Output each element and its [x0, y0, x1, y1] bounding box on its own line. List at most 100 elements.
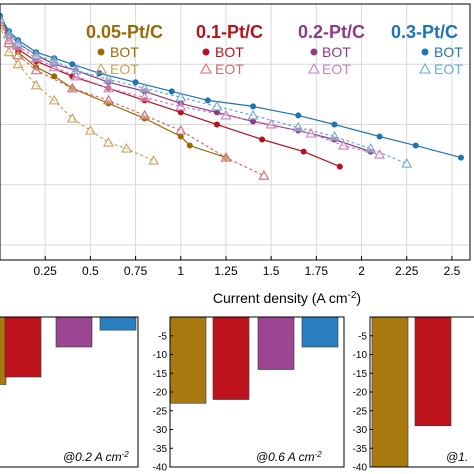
x-tick-label: 2.5 [444, 264, 461, 278]
legend-bot-marker [97, 48, 105, 56]
legend-eot-label: EOT [110, 61, 139, 77]
bar [414, 316, 452, 427]
data-point-eot [70, 70, 82, 81]
data-point-bot [213, 121, 220, 128]
data-point-eot [148, 154, 160, 165]
data-point-eot [84, 124, 96, 135]
legend-entry-0.1-pt-c: 0.1-Pt/C BOT EOT [196, 22, 263, 77]
data-point-eot [247, 109, 259, 120]
data-point-bot [331, 121, 338, 128]
legend-entry-0.05-pt-c: 0.05-Pt/C BOT EOT [86, 22, 163, 77]
data-point-eot [12, 58, 24, 69]
bar-marks [0, 316, 137, 385]
y-tick-label: -10 [153, 350, 168, 361]
data-point-eot [12, 49, 24, 60]
bar [301, 316, 339, 348]
legend-bot-marker [310, 48, 318, 56]
data-point-bot [204, 97, 211, 104]
data-point-bot [259, 136, 266, 143]
data-point-eot [48, 55, 60, 66]
y-axis-ticks: -5 -10 -15 -20 -25 -30 -35 -40 [153, 331, 173, 474]
data-point-eot [30, 64, 42, 75]
legend: 0.05-Pt/C BOT EOT 0.1-Pt/C BOT EOT 0.2-P… [86, 22, 463, 77]
data-point-eot [12, 37, 24, 48]
data-point-eot [175, 124, 187, 135]
data-point-bot [69, 61, 76, 68]
data-point-eot [30, 49, 42, 60]
y-tick-label: -15 [353, 369, 368, 380]
legend-eot-marker [200, 62, 212, 74]
data-point-eot [220, 151, 232, 162]
x-axis-ticks: 0.25 0.5 0.75 1 1.25 1.5 1.75 2 2.25 2.5 [34, 256, 461, 278]
x-tick-label: 1.25 [214, 264, 238, 278]
data-point-eot [48, 61, 60, 72]
data-point-eot [3, 46, 15, 57]
data-point-eot [338, 139, 349, 150]
legend-entry-0.2-pt-c: 0.2-Pt/C BOT EOT [298, 22, 365, 77]
y-tick-label: -40 [353, 463, 368, 474]
data-point-eot [103, 82, 114, 93]
polarization-chart: 0.25 0.5 0.75 1 1.25 1.5 1.75 2 2.25 2.5 Current … [0, 3, 471, 306]
bar-marks [371, 316, 452, 468]
y-tick-label: -40 [153, 463, 168, 474]
bar-panel-1: @0.2 A cm-2 [0, 316, 139, 468]
data-point-eot [211, 100, 223, 111]
bar-marks [169, 316, 339, 404]
data-point-eot [103, 73, 114, 84]
data-point-eot [70, 64, 82, 75]
data-point-eot [175, 100, 187, 111]
bar-panel-annotation: @1. [446, 450, 468, 464]
data-point-bot [376, 133, 383, 140]
legend-title: 0.1-Pt/C [196, 22, 263, 42]
legend-eot-marker [419, 62, 431, 74]
bar-panel-2: -5 -10 -15 -20 -25 -30 -35 -40 @0.6 A cm-2 [153, 316, 345, 474]
data-point-bot [250, 118, 257, 125]
legend-eot-label: EOT [322, 61, 351, 77]
x-tick-label: 0.25 [34, 264, 58, 278]
y-tick-label: -20 [153, 388, 168, 399]
bar [257, 316, 295, 370]
data-point-eot [139, 82, 151, 93]
bar [169, 316, 207, 404]
data-point-eot [103, 136, 114, 147]
legend-eot-marker [308, 62, 320, 74]
data-point-eot [139, 91, 151, 102]
data-point-bot [186, 142, 193, 149]
legend-eot-label: EOT [215, 61, 244, 77]
bar [4, 316, 42, 378]
data-point-bot [412, 142, 419, 149]
data-point-eot [121, 142, 132, 153]
legend-title: 0.2-Pt/C [298, 22, 365, 42]
y-tick-label: -5 [358, 331, 367, 342]
data-point-eot [175, 91, 187, 102]
data-point-bot [250, 103, 257, 110]
data-point-eot [365, 142, 377, 153]
y-tick-label: -5 [158, 331, 167, 342]
x-tick-label: 1.75 [305, 264, 329, 278]
x-axis-label: Current density (A cm-2) [213, 290, 361, 306]
x-tick-label: 1 [177, 264, 184, 278]
data-point-eot [258, 170, 270, 180]
y-tick-label: -15 [153, 369, 168, 380]
x-tick-label: 1.5 [263, 264, 280, 278]
bar-panel-frame [0, 316, 139, 468]
series-markers [0, 13, 464, 180]
data-point-bot [457, 154, 464, 161]
legend-eot-marker [95, 62, 107, 74]
data-point-eot [328, 130, 340, 141]
data-point-bot [168, 88, 175, 95]
bar-panel-frame [369, 316, 474, 468]
legend-title: 0.05-Pt/C [86, 22, 163, 42]
y-tick-label: -25 [353, 406, 368, 417]
y-tick-label: -25 [153, 406, 168, 417]
data-point-bot [177, 109, 184, 116]
legend-bot-label: BOT [322, 44, 351, 60]
bar [371, 316, 409, 468]
bar [212, 316, 250, 400]
legend-bot-label: BOT [215, 44, 244, 60]
y-tick-label: -20 [353, 388, 368, 399]
legend-bot-label: BOT [434, 44, 463, 60]
data-point-eot [265, 118, 277, 129]
data-point-bot [132, 79, 139, 86]
data-point-eot [292, 121, 304, 132]
